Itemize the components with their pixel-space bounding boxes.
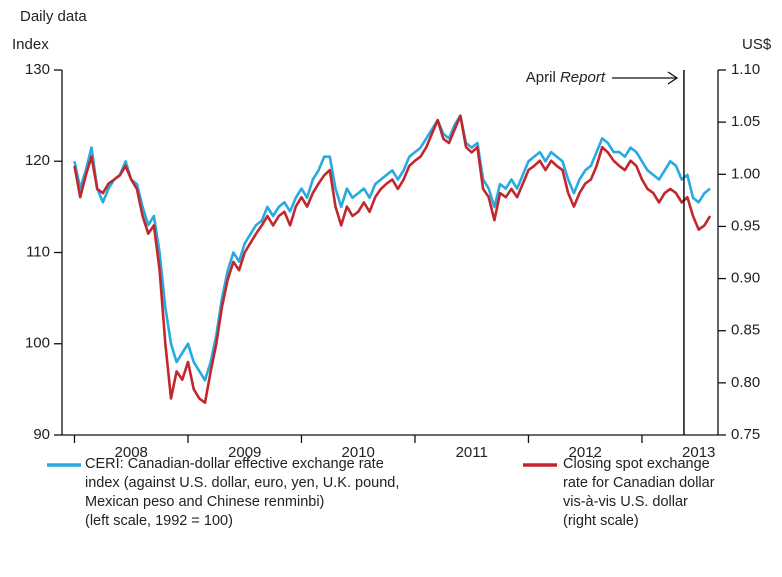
x-tick-label: 2012 <box>569 444 602 461</box>
y-tick-label: 120 <box>25 152 50 169</box>
x-tick-label: 2010 <box>342 444 375 461</box>
y2-tick-label: 1.10 <box>731 61 760 78</box>
series-line <box>73 114 712 404</box>
y-tick-label: 100 <box>25 335 50 352</box>
y2-tick-label: 0.75 <box>731 426 760 443</box>
y-tick-label: 90 <box>33 426 50 443</box>
y2-tick-label: 0.95 <box>731 217 760 234</box>
x-tick-label: 2011 <box>456 444 488 461</box>
annotation-word: April <box>526 69 556 86</box>
chart-title: Daily data <box>20 8 87 25</box>
legend-label: Closing spot exchange rate for Canadian … <box>563 456 715 529</box>
y-tick-label: 130 <box>25 61 50 78</box>
x-tick-label: 2008 <box>115 444 148 461</box>
y2-tick-label: 0.80 <box>731 374 760 391</box>
y2-tick-label: 0.90 <box>731 270 760 287</box>
y2-axis-label: US$ <box>742 36 772 53</box>
legend-label: CERI: Canadian-dollar effective exchange… <box>85 456 400 529</box>
x-tick-label: 2009 <box>228 444 261 461</box>
annotation-text: April Report <box>526 69 606 86</box>
y-tick-label: 110 <box>26 243 50 260</box>
series-line <box>73 114 711 382</box>
annotation-word: Report <box>560 69 606 86</box>
y2-tick-label: 1.00 <box>731 165 760 182</box>
annotation-arrowhead <box>667 71 679 85</box>
y2-tick-label: 0.85 <box>731 322 760 339</box>
y-axis-label: Index <box>12 36 49 53</box>
y2-tick-label: 1.05 <box>731 113 760 130</box>
x-tick-label: 2013 <box>682 444 715 461</box>
